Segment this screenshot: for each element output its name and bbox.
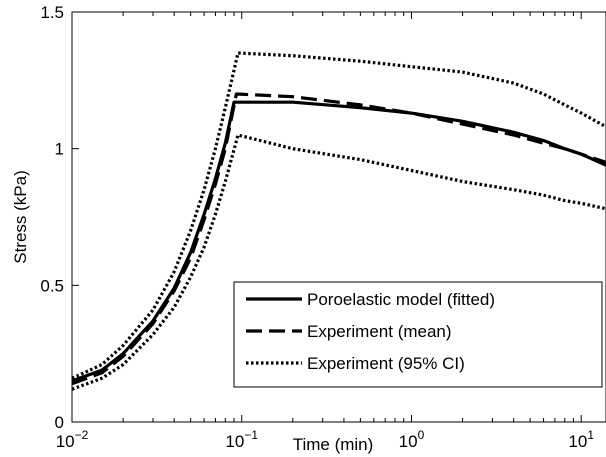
y-axis-label: Stress (kPa) — [11, 170, 30, 264]
x-axis-label: Time (min) — [293, 435, 374, 454]
legend: Poroelastic model (fitted) Experiment (me… — [233, 281, 603, 388]
series-line-2 — [71, 92, 606, 386]
y-axis-ticks: 0 0.5 1 1.5 — [40, 3, 79, 432]
x-tick-label: 10−1 — [225, 428, 258, 451]
y-tick-label: 1.5 — [40, 3, 64, 22]
legend-entry-2: Experiment (mean) — [307, 322, 452, 341]
legend-items: Poroelastic model (fitted) Experiment (me… — [246, 290, 495, 373]
x-axis-ticks: 10−2 10−1 100 101 — [56, 12, 594, 451]
legend-entry-1: Poroelastic model (fitted) — [307, 290, 495, 309]
x-tick-label: 101 — [568, 428, 594, 451]
x-tick-label: 100 — [399, 428, 425, 451]
axes-frame — [71, 11, 606, 423]
plot-area: 10−2 10−1 100 101 0 0.5 1 1.5 — [40, 3, 606, 451]
y-tick-label: 0 — [55, 413, 64, 432]
y-tick-label: 1 — [55, 140, 64, 159]
y-tick-label: 0.5 — [40, 276, 64, 295]
x-tick-label: 10−2 — [56, 428, 89, 451]
series-layer — [71, 51, 606, 391]
legend-entry-3: Experiment (95% CI) — [307, 354, 465, 373]
